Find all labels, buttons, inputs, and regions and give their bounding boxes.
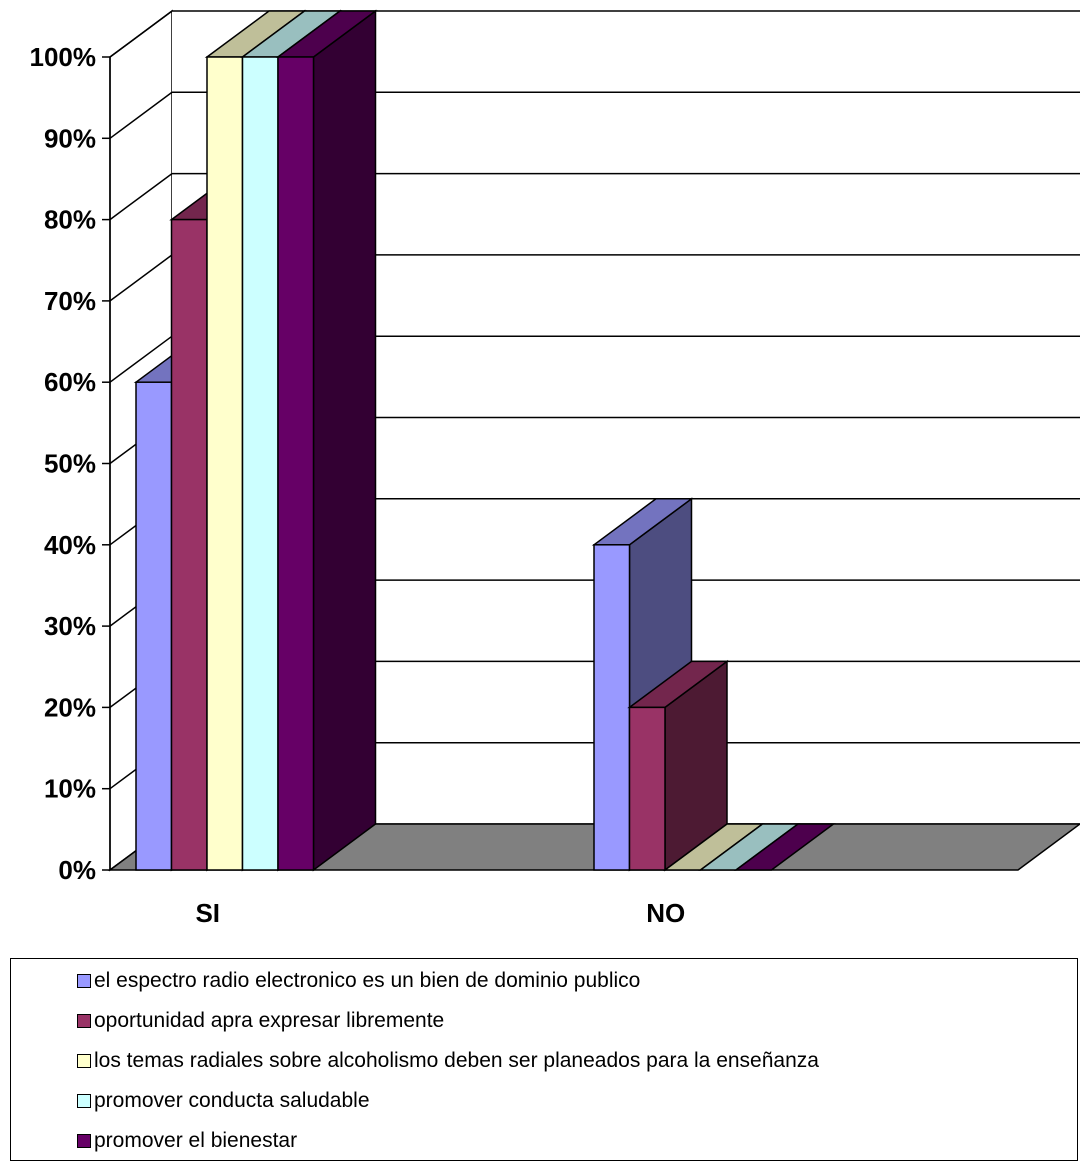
bar-group xyxy=(591,497,836,872)
legend-item: oportunidad apra expresar libremente xyxy=(77,1004,444,1038)
legend-swatch xyxy=(77,1094,91,1108)
bar-top xyxy=(733,823,836,871)
legend-item: el espectro radio electronico es un bien… xyxy=(77,964,640,998)
gridline xyxy=(109,91,1080,139)
legend-swatch xyxy=(77,974,91,988)
y-tick-label: 0% xyxy=(58,855,96,885)
legend-swatch xyxy=(77,1054,91,1068)
bar-front xyxy=(593,544,631,871)
y-tick-label: 100% xyxy=(30,42,97,72)
y-axis-ticks: 0% 10% 20% 30% 40% 50% 60% 70% 80% 90% 100% xyxy=(30,42,111,885)
y-tick-label: 40% xyxy=(44,530,96,560)
legend-label: el espectro radio electronico es un bien… xyxy=(94,969,641,992)
bar-side xyxy=(312,9,377,872)
bar-chart: 0% 10% 20% 30% 40% 50% 60% 70% 80% 90% 100% SI NO xyxy=(30,9,1080,928)
bar-front xyxy=(628,706,666,871)
gridline xyxy=(109,172,1080,221)
x-tick-label: SI xyxy=(195,898,220,928)
legend-label: promover el bienestar xyxy=(94,1129,298,1152)
bar-front xyxy=(135,381,173,871)
y-tick-label: 60% xyxy=(44,367,96,397)
y-tick-label: 80% xyxy=(44,205,96,235)
bar-group xyxy=(133,9,378,872)
y-tick-label: 10% xyxy=(44,774,96,804)
legend-label: promover conducta saludable xyxy=(94,1089,370,1112)
legend-label: oportunidad apra expresar libremente xyxy=(94,1009,445,1032)
y-tick-label: 90% xyxy=(44,123,96,153)
legend-item: promover conducta saludable xyxy=(77,1084,370,1118)
bar-front xyxy=(170,218,208,871)
bar xyxy=(627,659,730,872)
bar-front xyxy=(277,56,315,871)
y-tick-label: 50% xyxy=(44,449,96,479)
bar-front xyxy=(241,56,279,871)
bars xyxy=(133,9,836,872)
bar xyxy=(733,823,836,871)
x-tick-label: NO xyxy=(646,898,685,928)
legend-item: los temas radiales sobre alcoholismo deb… xyxy=(77,1044,819,1078)
x-axis-ticks: SI NO xyxy=(195,898,685,928)
gridline xyxy=(109,10,1080,58)
y-tick-label: 30% xyxy=(44,611,96,641)
legend: el espectro radio electronico es un bien… xyxy=(10,958,1078,1161)
y-tick-label: 20% xyxy=(44,692,96,722)
legend-label: los temas radiales sobre alcoholismo deb… xyxy=(94,1049,819,1072)
legend-swatch xyxy=(77,1134,91,1148)
legend-swatch xyxy=(77,1014,91,1028)
legend-item: promover el bienestar xyxy=(77,1124,297,1158)
bar-front xyxy=(206,56,244,871)
bar xyxy=(275,9,378,872)
y-tick-label: 70% xyxy=(44,286,96,316)
